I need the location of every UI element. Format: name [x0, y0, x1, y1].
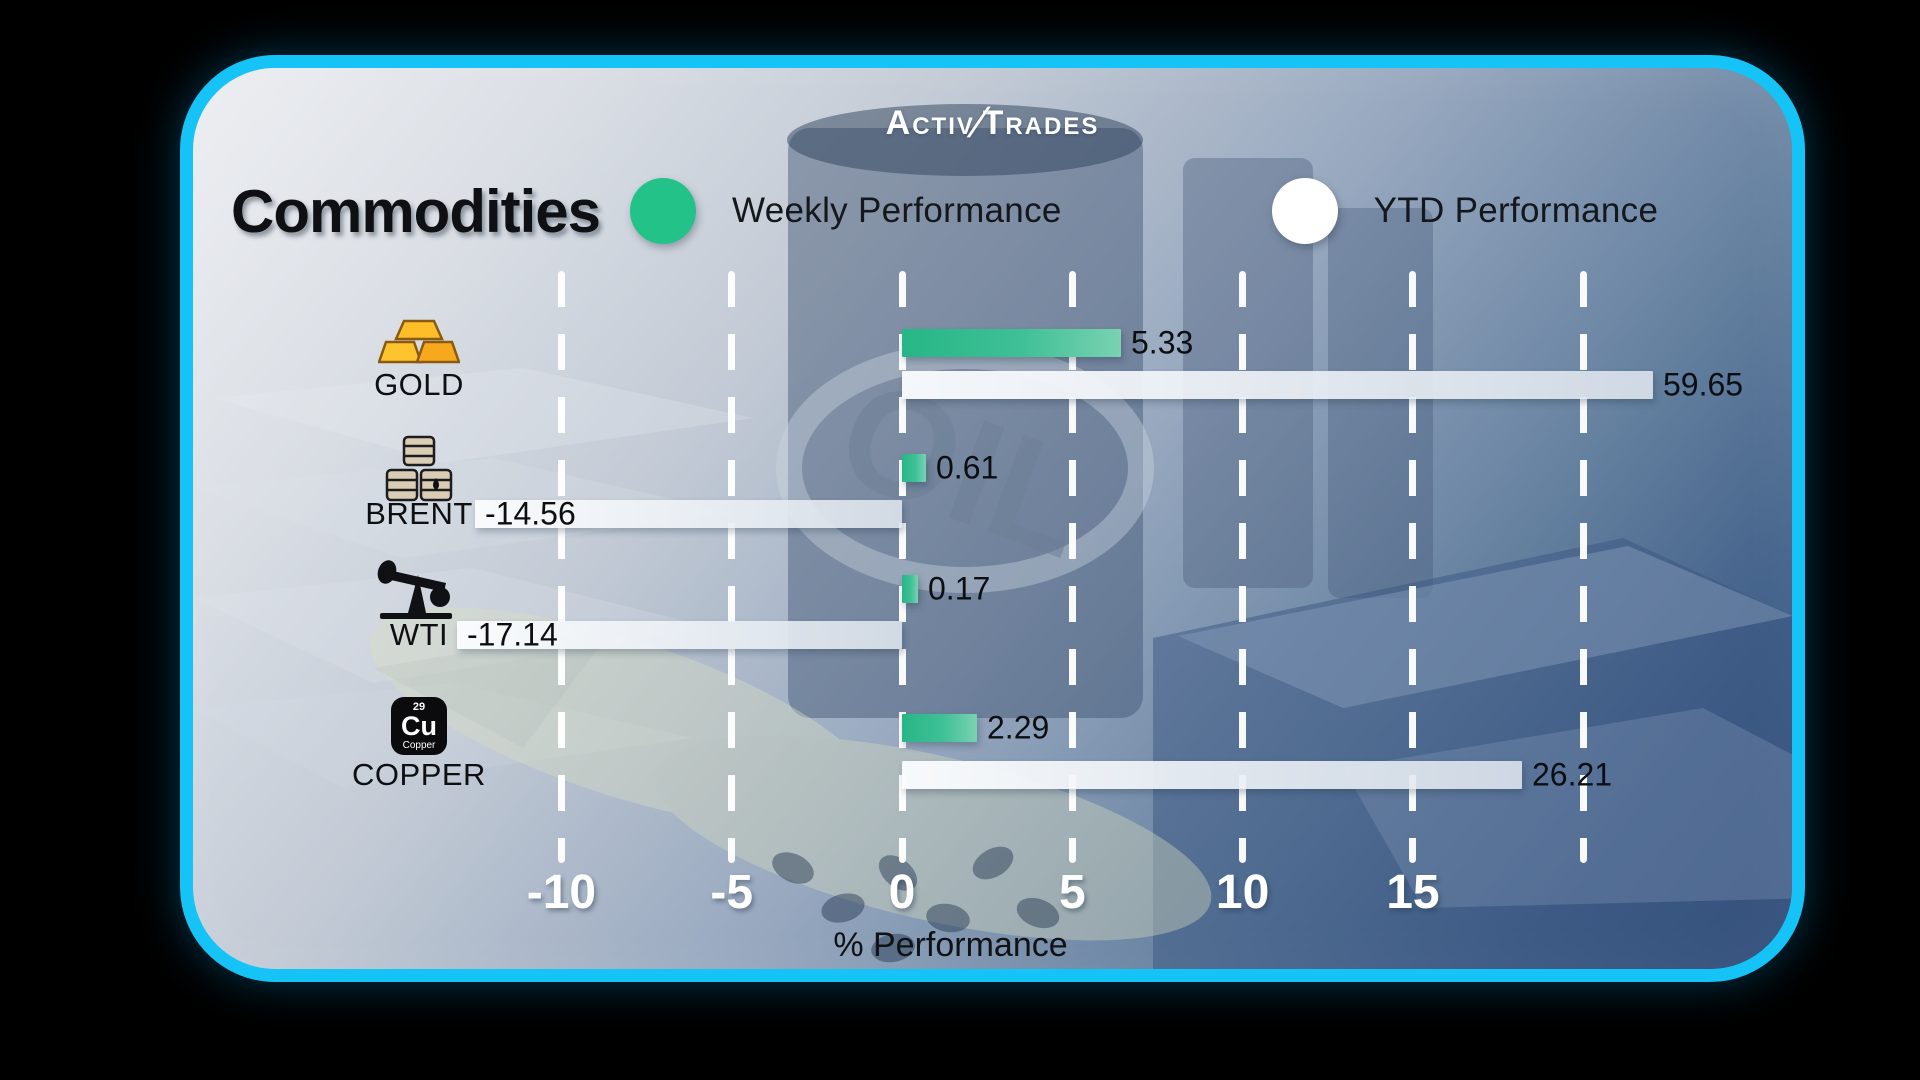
gold-weekly-bar: 5.33: [902, 325, 1193, 361]
brent-weekly-bar: 0.61: [902, 450, 998, 486]
copper-ytd-bar: 26.21: [902, 757, 1612, 793]
page-title: Commodities: [231, 177, 601, 245]
axis-tick-label: 15: [1386, 866, 1440, 919]
copper-weekly-value: 2.29: [987, 709, 1050, 746]
header: Commodities Weekly Performance YTD Perfo…: [231, 156, 1752, 266]
weekly-legend-label: Weekly Performance: [732, 191, 1062, 230]
logo-part1: Activ: [885, 104, 975, 142]
gridline: [728, 271, 736, 863]
gold-ytd-bar: 59.65: [902, 367, 1743, 403]
wti-ytd-bar: -17.14: [457, 617, 902, 653]
axis-tick-label: -10: [526, 866, 597, 919]
oil-barrels-icon: [313, 434, 525, 504]
wti-weekly-value: 0.17: [928, 570, 991, 607]
gold-bars-icon: [313, 317, 525, 365]
copper-symbol: Cu: [401, 710, 437, 741]
logo-part2: Trades: [982, 104, 1100, 142]
copper-element-icon: 29 Cu Copper: [313, 697, 525, 755]
ytd-legend-label: YTD Performance: [1373, 191, 1659, 230]
gridline: [557, 271, 565, 863]
weekly-legend-dot-icon: [630, 178, 697, 244]
x-axis-label: % Performance: [833, 926, 1068, 964]
category-label-brent: BRENT: [365, 496, 473, 531]
copper-weekly-bar: 2.29: [902, 710, 1049, 746]
category-label-copper: COPPER: [352, 757, 486, 792]
brent-weekly-value: 0.61: [936, 449, 999, 486]
copper-name: Copper: [402, 739, 436, 751]
axis-tick-label: 0: [888, 866, 916, 919]
brent-ytd-value: -14.56: [485, 495, 576, 532]
activtrades-logo: Activ/Trades: [193, 96, 1792, 146]
chart-panel: OIL: [180, 55, 1805, 982]
category-label-wti: WTI: [389, 617, 449, 652]
ytd-legend-dot-icon: [1271, 178, 1338, 244]
wti-weekly-bar: 0.17: [902, 571, 990, 607]
axis-tick-label: 10: [1215, 866, 1270, 919]
brent-ytd-bar: -14.56: [475, 496, 902, 532]
gridline: [1068, 271, 1076, 863]
category-label-gold: GOLD: [374, 367, 464, 402]
axis-tick-label: 5: [1058, 866, 1086, 919]
gold-ytd-value: 59.65: [1663, 366, 1744, 403]
oil-pumpjack-icon: [313, 555, 525, 621]
wti-ytd-value: -17.14: [467, 616, 558, 653]
copper-atomic-number: 29: [412, 700, 426, 713]
gridline: [898, 271, 906, 863]
axis-tick-label: -5: [710, 866, 754, 919]
copper-ytd-value: 26.21: [1532, 756, 1613, 793]
gold-weekly-value: 5.33: [1131, 324, 1194, 361]
